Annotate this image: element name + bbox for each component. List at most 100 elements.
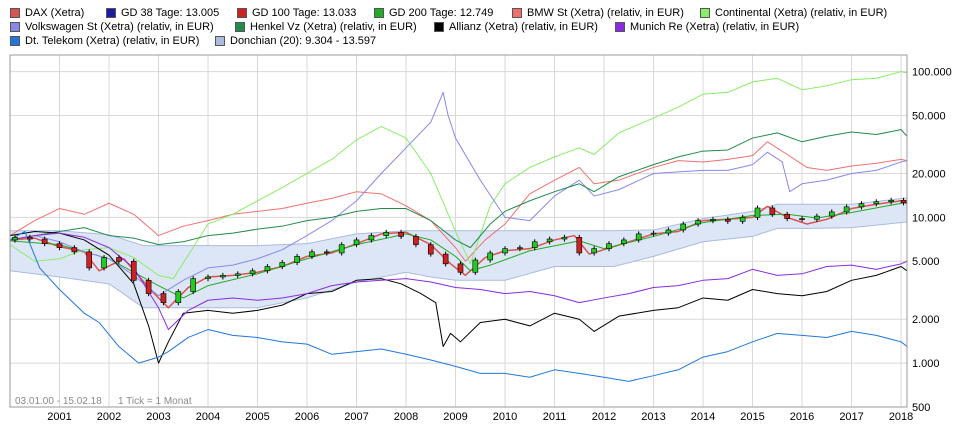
candle-body [621,239,627,244]
x-tick-label: 2008 [394,411,418,423]
legend-item-munichre[interactable]: Munich Re (Xetra) (relativ, in EUR) [615,20,799,34]
candle-body [398,231,404,237]
y-tick-label: 5.000 [912,256,940,268]
candle-body [606,243,612,249]
x-tick-label: 2012 [592,411,616,423]
x-axis: 2001 2002 2003 2004 2005 2006 2007 2008 2009 2010… [47,411,913,423]
candle-body [190,278,196,292]
y-tick-label: 50.000 [912,110,946,122]
candle-body [754,207,761,218]
legend-label: Dt. Telekom (Xetra) (relativ, in EUR) [25,35,200,47]
candle-body [324,251,330,254]
y-tick-label: 2.000 [912,314,940,326]
candle-body [130,260,137,281]
plot-frame [9,54,908,408]
legend-label: Munich Re (Xetra) (relativ, in EUR) [630,21,800,33]
legend-swatch [615,22,625,32]
legend-swatch [237,8,247,18]
chart-legend: DAX (Xetra) GD 38 Tage: 13.005 GD 100 Ta… [0,0,957,50]
x-tick-label: 2001 [47,411,71,423]
y-tick-label: 1.000 [912,358,940,370]
x-tick-label: 2005 [245,411,269,423]
candle-body [116,257,122,262]
legend-item-telekom[interactable]: Dt. Telekom (Xetra) (relativ, in EUR) [10,34,199,48]
dax-candles [12,197,907,306]
candle-body [338,244,345,254]
legend-label: DAX (Xetra) [25,7,85,19]
legend-item-henkel[interactable]: Henkel Vz (Xetra) (relativ, in EUR) [235,20,417,34]
candle-body [457,263,464,273]
series-line-allianz-xetra-relativ-in-eur [9,230,908,364]
candle-body [858,203,865,208]
candle-body [576,236,583,254]
candle-body [680,223,687,231]
legend-label: GD 100 Tage: 13.033 [252,7,357,19]
legend-item-gd38[interactable]: GD 38 Tage: 13.005 [106,6,219,20]
legend-swatch [215,36,225,46]
legend-swatch [10,36,20,46]
candle-body [843,206,850,213]
candle-body [799,218,805,220]
candle-body [502,248,508,254]
candle-body [531,241,538,248]
legend-label: Allianz (Xetra) (relativ, in EUR) [449,21,598,33]
candle-body [71,247,78,253]
candle-body [41,238,48,244]
legend-item-gd200[interactable]: GD 200 Tage: 12.749 [374,6,493,20]
candle-body [888,199,894,203]
x-tick-label: 2011 [543,411,567,423]
legend-label: Volkswagen St (Xetra) (relativ, in EUR) [25,21,214,33]
legend-label: BMW St (Xetra) (relativ, in EUR) [527,7,684,19]
candle-body [145,280,152,294]
legend-label: Continental (Xetra) (relativ, in EUR) [715,7,888,19]
x-tick-label: 2002 [97,411,121,423]
candle-body [264,266,271,272]
legend-item-allianz[interactable]: Allianz (Xetra) (relativ, in EUR) [434,20,598,34]
candle-body [220,275,226,278]
y-axis: 500 1.000 2.000 5.000 10.000 20.000 50.000 100.… [912,67,952,414]
candle-body [12,236,18,241]
candle-body [413,236,419,245]
candle-body [383,231,390,236]
candle-body [175,291,182,303]
candle-body [650,232,657,235]
candle-body [873,201,880,205]
candle-body [234,273,241,276]
x-tick-label: 2014 [691,411,715,423]
candle-body [353,239,360,245]
y-tick-label: 20.000 [912,168,946,180]
candle-body [546,238,553,243]
y-tick-label: 10.000 [912,212,946,224]
x-tick-label: 2010 [493,411,517,423]
candle-body [427,244,434,255]
x-tick-label: 2017 [839,411,863,423]
candle-body [695,220,701,225]
candle-body [472,259,479,273]
candle-body [710,218,716,221]
legend-item-gd100[interactable]: GD 100 Tage: 13.033 [237,6,356,20]
legend-item-volkswagen[interactable]: Volkswagen St (Xetra) (relativ, in EUR) [10,20,214,34]
legend-label: GD 38 Tage: 13.005 [121,7,220,19]
candle-body [101,257,107,269]
candle-body [900,199,907,204]
legend-swatch [10,8,20,18]
legend-item-continental[interactable]: Continental (Xetra) (relativ, in EUR) [700,6,887,20]
legend-swatch [374,8,384,18]
legend-swatch [512,8,522,18]
series-line-dax-xetra [9,200,908,309]
x-tick-label: 2003 [146,411,170,423]
x-tick-label: 2018 [889,411,913,423]
candle-body [279,262,286,267]
date-range-label: 03.01.00 - 15.02.18 [15,396,102,407]
legend-item-donchian[interactable]: Donchian (20): 9.304 - 13.597 [215,34,376,48]
candle-body [205,276,211,279]
legend-swatch [10,22,20,32]
candle-body [591,248,597,254]
legend-item-bmw[interactable]: BMW St (Xetra) (relativ, in EUR) [512,6,684,20]
candle-body [249,270,256,275]
series-line-munich-re-xetra-relativ-in-eur [9,232,908,331]
candle-body [724,218,731,222]
series-line-continental-xetra-relativ-in-eur [9,71,908,280]
legend-item-dax[interactable]: DAX (Xetra) [10,6,84,20]
